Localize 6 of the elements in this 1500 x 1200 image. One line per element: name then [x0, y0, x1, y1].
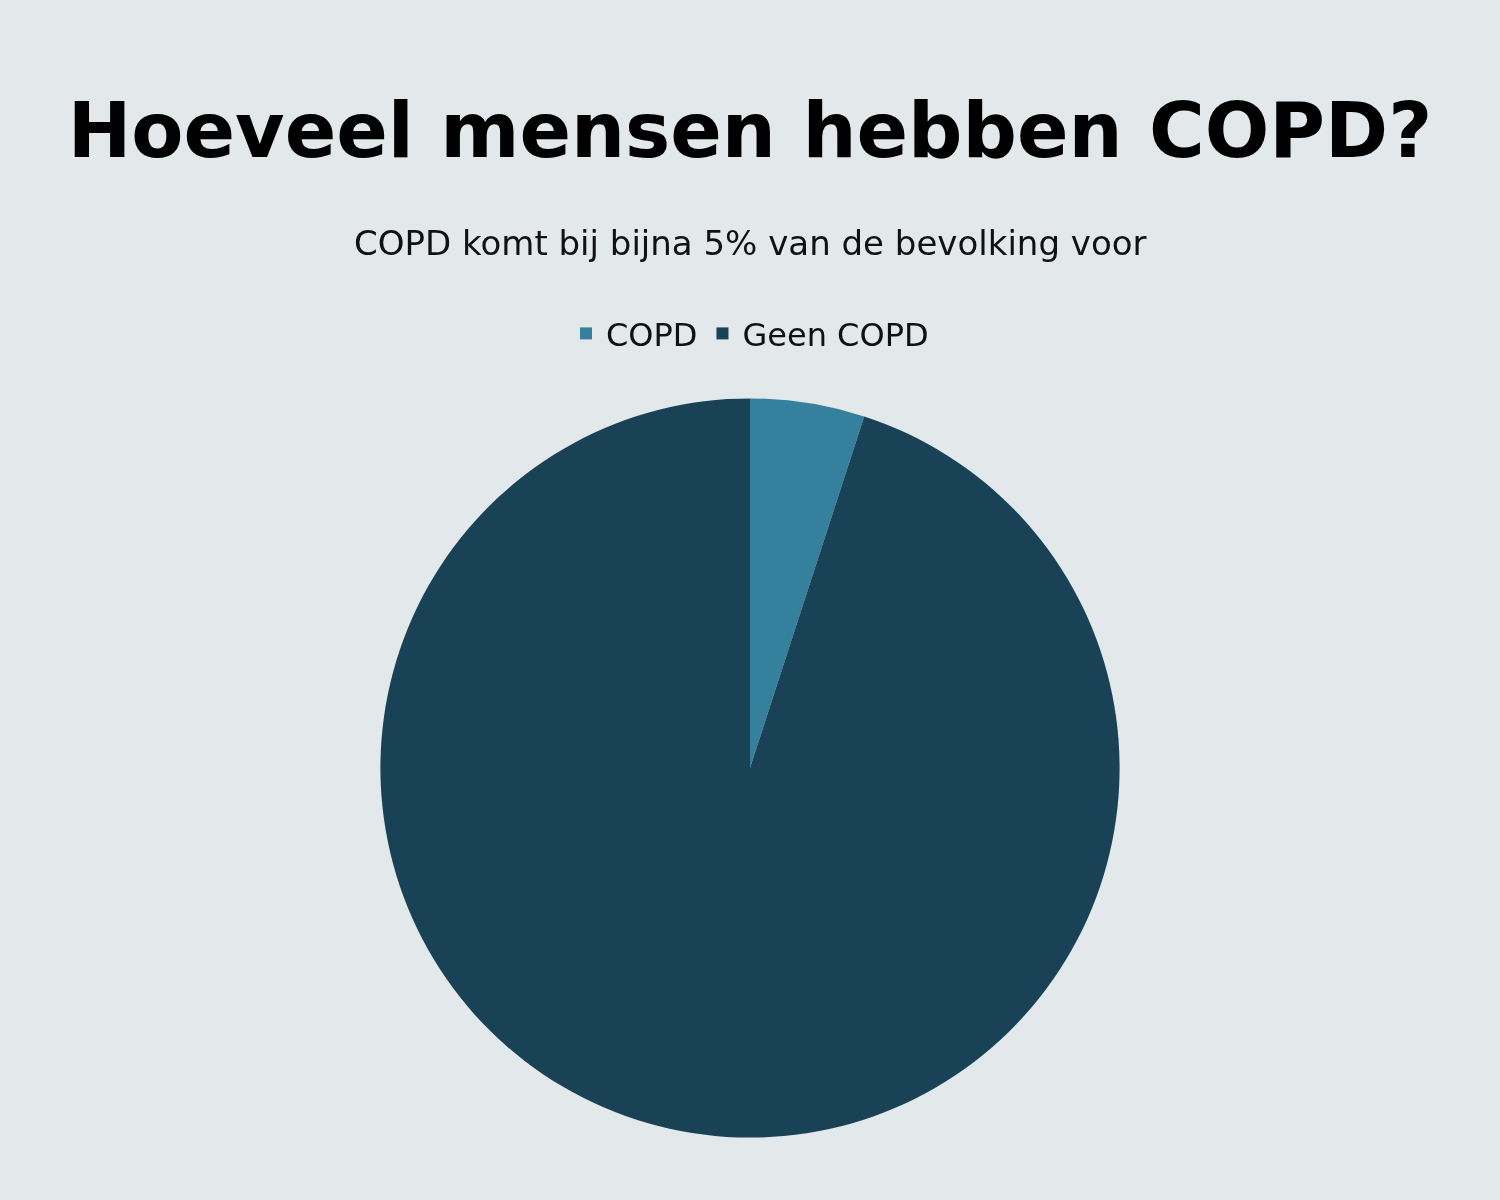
legend-label: COPD: [606, 315, 698, 354]
pie-slice: [750, 398, 865, 768]
chart-title: Hoeveel mensen hebben COPD?: [67, 85, 1433, 175]
legend-label: Geen COPD: [742, 315, 929, 354]
pie-slice: [380, 398, 1120, 1138]
chart-subtitle: COPD komt bij bijna 5% van de bevolking voor: [354, 223, 1147, 263]
